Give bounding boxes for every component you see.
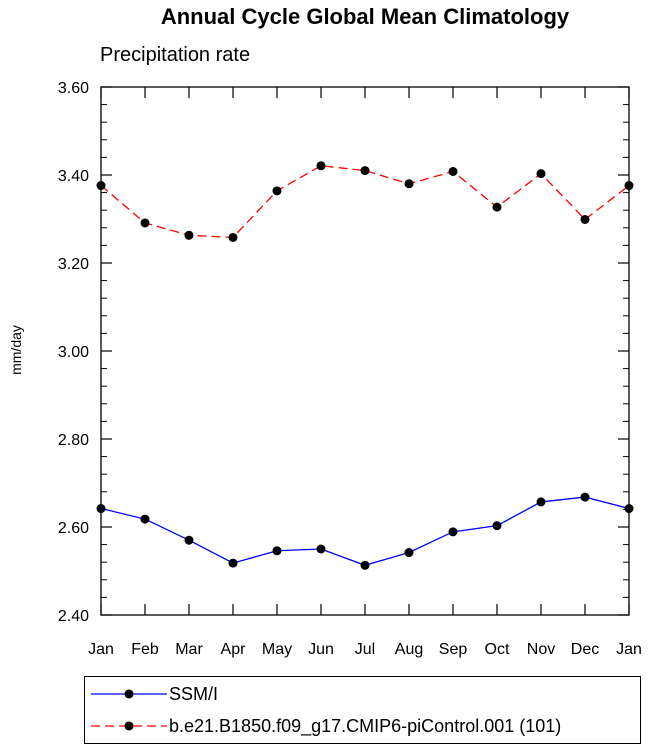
data-point — [140, 218, 150, 228]
data-point — [228, 232, 238, 242]
legend-item-model: b.e21.B1850.f09_g17.CMIP6-piControl.001 … — [85, 711, 640, 741]
data-point — [624, 181, 634, 191]
data-point — [536, 169, 546, 179]
series-2 — [96, 161, 634, 242]
x-tick-label: Jun — [308, 641, 334, 658]
x-tick-label: May — [262, 641, 292, 658]
data-point — [404, 179, 414, 189]
y-tick-label: 2.80 — [58, 432, 89, 449]
x-tick-label: Dec — [571, 641, 599, 658]
data-point — [316, 544, 326, 554]
x-tick-label: Jul — [355, 641, 375, 658]
chart-subtitle: Precipitation rate — [100, 44, 251, 66]
data-point — [96, 504, 106, 514]
y-tick-label: 3.40 — [58, 168, 89, 185]
data-point — [536, 497, 546, 507]
data-point — [140, 514, 150, 524]
x-tick-label: Jan — [88, 641, 114, 658]
legend-label-2: b.e21.B1850.f09_g17.CMIP6-piControl.001 … — [169, 716, 562, 736]
legend-marker-dashed — [91, 721, 167, 731]
y-tick-label: 3.60 — [58, 80, 89, 97]
data-point — [316, 161, 326, 171]
x-tick-label: Mar — [175, 641, 203, 658]
plot-area: 2.40 2.60 2.80 3.00 3.20 3.40 3.60 Jan Feb Mar Apr… — [58, 80, 642, 658]
y-tick-label: 3.00 — [58, 344, 89, 361]
y-tick-label: 2.40 — [58, 608, 89, 625]
data-point — [448, 166, 458, 176]
series-line — [100, 496, 630, 566]
data-point — [404, 548, 414, 558]
data-point — [580, 492, 590, 502]
data-point — [184, 230, 194, 240]
series-1 — [96, 492, 634, 570]
legend-label-1: SSM/I — [169, 684, 219, 704]
data-point — [360, 560, 370, 570]
data-point — [272, 546, 282, 556]
data-point — [448, 527, 458, 537]
x-tick-label: Aug — [395, 641, 423, 658]
legend: SSM/I b.e21.B1850.f09_g17.CMIP6-piContro… — [84, 676, 641, 744]
data-point — [492, 521, 502, 531]
data-point — [580, 214, 590, 224]
data-point — [272, 186, 282, 196]
data-point — [228, 558, 238, 568]
chart-title: Annual Cycle Global Mean Climatology — [160, 4, 570, 29]
x-tick-label: Nov — [527, 641, 555, 658]
data-point — [624, 504, 634, 514]
legend-marker-solid — [91, 689, 167, 699]
x-tick-label: Feb — [131, 641, 159, 658]
data-point — [96, 181, 106, 191]
data-point — [492, 202, 502, 212]
y-tick-label: 3.20 — [58, 256, 89, 273]
x-tick-label: Apr — [221, 641, 247, 658]
x-tick-label: Jan — [616, 641, 642, 658]
x-tick-label: Oct — [485, 641, 510, 658]
x-tick-label: Sep — [439, 641, 468, 658]
legend-item-ssmi: SSM/I — [85, 679, 640, 709]
y-tick-label: 2.60 — [58, 520, 89, 537]
series-line — [100, 165, 630, 239]
data-point — [184, 535, 194, 545]
data-point — [360, 166, 370, 176]
